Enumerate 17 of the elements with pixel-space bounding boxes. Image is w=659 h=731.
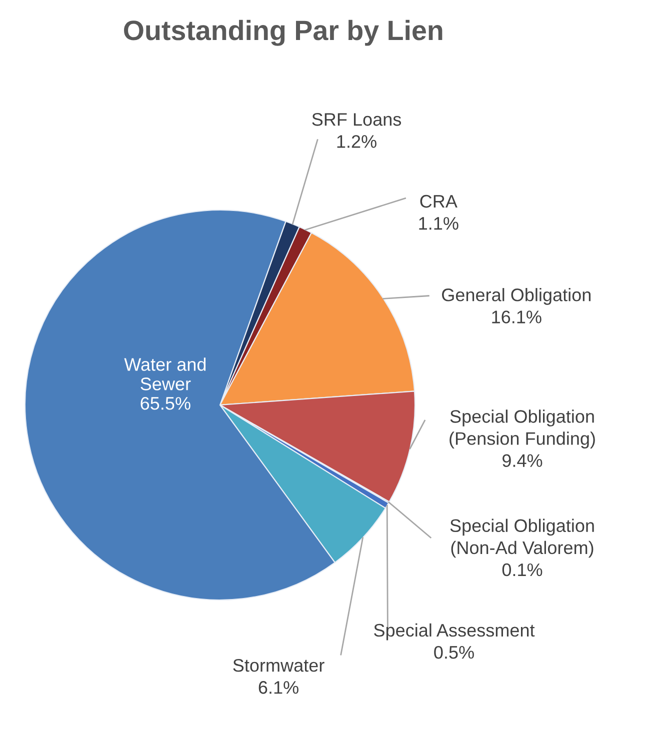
data-label: 1.2% <box>337 135 376 148</box>
slice-label: CRA <box>420 194 458 208</box>
slice-label: General Obligation <box>442 288 591 305</box>
data-label: 0.5% <box>434 646 474 659</box>
slice-label: Stormwater <box>233 658 324 672</box>
data-label: 16.1% <box>492 310 542 324</box>
slice-label: Special Assessment <box>374 623 535 640</box>
data-label: 1.1% <box>419 217 458 230</box>
data-label: 65.5% <box>140 396 190 410</box>
data-label: 9.4% <box>502 454 542 467</box>
slice-label: SRF Loans <box>312 113 402 126</box>
slice-label: Special Obligation (Non-Ad Valorem) <box>450 518 594 558</box>
data-label: 6.1% <box>258 681 298 694</box>
data-label: 0.1% <box>502 563 542 576</box>
slice-label: Water and Sewer <box>124 358 206 390</box>
slice-label: Special Obligation (Pension Funding) <box>450 410 595 448</box>
chart-title: Outstanding Par by Lien <box>124 20 442 46</box>
